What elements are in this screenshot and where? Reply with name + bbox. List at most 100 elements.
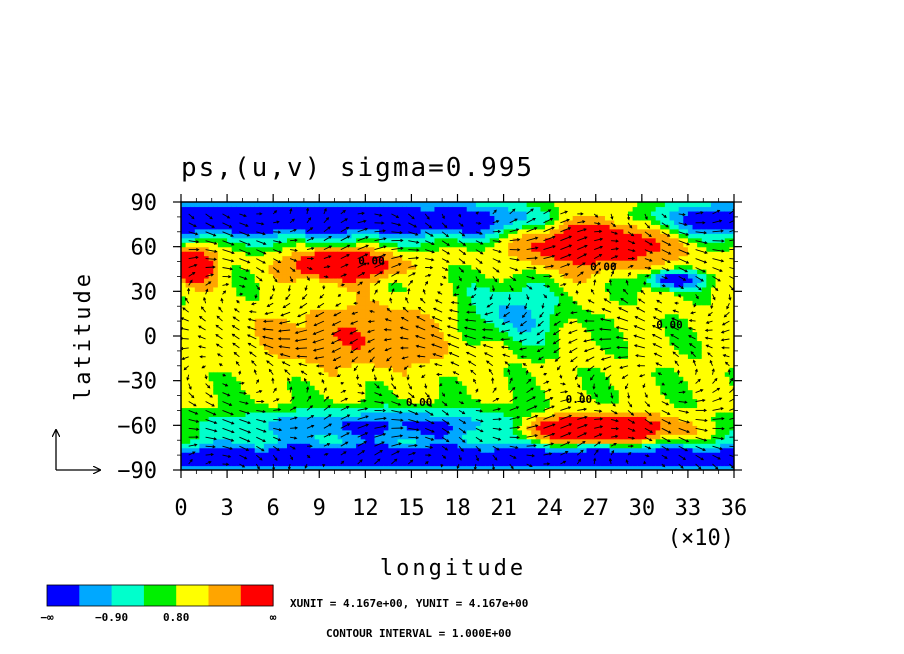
field-cell	[286, 237, 293, 243]
field-cell	[494, 461, 500, 467]
field-cell	[231, 269, 237, 275]
field-cell	[328, 264, 334, 270]
field-cell	[314, 389, 320, 395]
field-cell	[369, 233, 376, 239]
field-cell	[213, 434, 219, 440]
field-cell	[277, 331, 283, 337]
field-cell	[328, 403, 334, 409]
field-cell	[342, 295, 348, 301]
field-cell	[383, 425, 389, 431]
field-cell	[268, 224, 274, 230]
field-cell	[208, 429, 214, 435]
field-cell	[379, 411, 385, 417]
field-cell	[208, 438, 214, 444]
field-cell	[291, 420, 297, 426]
field-cell	[208, 251, 214, 257]
field-cell	[208, 461, 214, 467]
field-cell	[199, 202, 205, 208]
field-cell	[213, 277, 219, 283]
field-cell	[517, 273, 523, 279]
field-cell	[475, 309, 482, 315]
field-cell	[356, 309, 362, 315]
field-cell	[457, 237, 463, 243]
field-cell	[503, 411, 509, 417]
field-cell	[480, 273, 486, 279]
field-cell	[310, 407, 316, 413]
field-cell	[250, 233, 256, 239]
field-cell	[406, 246, 413, 252]
field-cell	[540, 376, 546, 382]
field-cell	[346, 452, 353, 458]
field-cell	[522, 327, 528, 333]
field-cell	[231, 411, 237, 417]
field-cell	[471, 273, 477, 279]
field-cell	[535, 362, 542, 368]
field-cell	[346, 237, 353, 243]
field-cell	[522, 398, 528, 404]
field-cell	[296, 465, 302, 470]
field-cell	[457, 416, 463, 422]
field-cell	[300, 224, 307, 230]
field-cell	[365, 246, 371, 252]
field-cell	[402, 411, 408, 417]
field-cell	[429, 380, 436, 386]
field-cell	[181, 385, 187, 391]
field-cell	[554, 429, 560, 435]
field-cell	[227, 420, 233, 426]
field-cell	[503, 300, 509, 306]
field-cell	[558, 224, 565, 230]
field-cell	[328, 340, 334, 346]
field-cell	[475, 322, 482, 328]
field-cell	[328, 295, 334, 301]
field-cell	[300, 411, 307, 417]
field-cell	[512, 403, 519, 409]
field-cell	[480, 358, 486, 364]
field-cell	[282, 246, 288, 252]
field-cell	[462, 371, 468, 377]
field-cell	[286, 224, 293, 230]
field-cell	[273, 286, 279, 292]
field-cell	[263, 411, 270, 417]
field-cell	[466, 398, 472, 404]
field-cell	[254, 367, 260, 373]
field-cell	[291, 380, 297, 386]
field-cell	[494, 353, 500, 359]
field-cell	[443, 452, 449, 458]
field-cell	[512, 420, 519, 426]
field-cell	[452, 398, 459, 404]
field-cell	[549, 367, 555, 373]
field-cell	[194, 438, 201, 444]
field-cell	[314, 367, 320, 373]
field-cell	[535, 304, 542, 310]
field-cell	[305, 411, 311, 417]
field-cell	[531, 273, 537, 279]
field-cell	[397, 304, 403, 310]
field-cell	[489, 358, 495, 364]
field-cell	[310, 385, 316, 391]
field-cell	[448, 309, 454, 315]
field-cell	[259, 349, 265, 355]
field-cell	[475, 443, 482, 449]
field-cell	[402, 255, 408, 261]
field-cell	[356, 389, 362, 395]
field-cell	[236, 420, 242, 426]
field-cell	[388, 286, 394, 292]
field-cell	[429, 202, 436, 208]
field-cell	[282, 385, 288, 391]
field-cell	[185, 465, 191, 470]
field-cell	[268, 367, 274, 373]
field-cell	[254, 309, 260, 315]
field-cell	[240, 309, 247, 315]
field-cell	[466, 233, 472, 239]
field-cell	[194, 210, 201, 216]
field-cell	[402, 264, 408, 270]
field-cell	[535, 411, 542, 417]
field-cell	[383, 389, 389, 395]
field-cell	[452, 224, 459, 230]
field-cell	[374, 219, 380, 225]
field-cell	[360, 434, 366, 440]
field-cell	[420, 273, 426, 279]
field-cell	[319, 429, 325, 435]
field-cell	[558, 429, 565, 435]
field-cell	[213, 210, 219, 216]
